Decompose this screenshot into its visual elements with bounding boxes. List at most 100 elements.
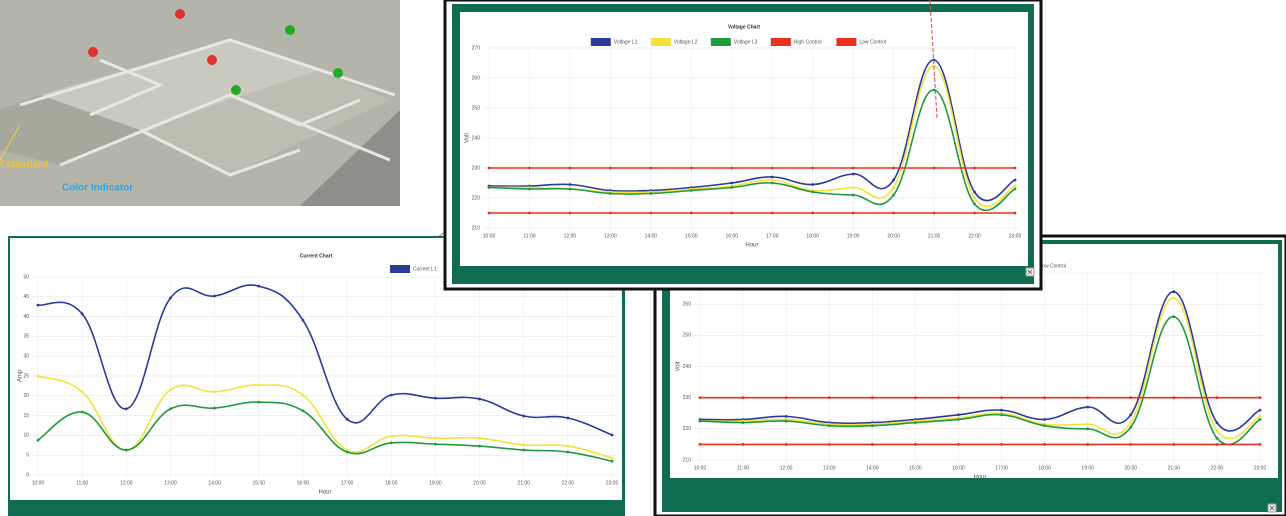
data-point <box>301 318 305 322</box>
data-point <box>698 396 702 400</box>
floorplan: f standard Color Indicator <box>0 0 400 206</box>
legend-swatch[interactable] <box>836 38 857 46</box>
data-point <box>169 407 172 411</box>
data-point <box>811 211 815 215</box>
data-point <box>257 400 261 404</box>
data-point <box>566 416 570 420</box>
data-point <box>301 409 305 413</box>
data-point <box>36 303 40 307</box>
data-point <box>689 189 693 192</box>
y-tick-label: 30 <box>23 354 29 360</box>
pointer <box>0 124 21 161</box>
x-tick-label: 19:00 <box>847 233 860 239</box>
data-point <box>1086 405 1090 409</box>
data-point <box>870 443 874 446</box>
data-point <box>1000 413 1003 417</box>
x-tick-label: 12:00 <box>780 465 793 471</box>
x-tick-label: 19:00 <box>429 480 442 486</box>
legend-label[interactable]: High Control <box>794 39 822 45</box>
data-point <box>730 181 734 185</box>
data-point <box>827 396 831 400</box>
data-point <box>528 187 531 191</box>
x-tick-label: 13:00 <box>604 233 617 239</box>
data-point <box>698 419 702 423</box>
chart-title: Voltage Chart <box>728 24 760 30</box>
legend-label[interactable]: Low Control <box>859 39 886 45</box>
legend-label[interactable]: Voltage L1 <box>614 39 638 45</box>
y-tick-label: 210 <box>472 225 481 231</box>
data-point <box>487 211 491 215</box>
close-icon[interactable] <box>1027 269 1033 275</box>
y-tick-label: 250 <box>683 333 692 339</box>
data-point <box>932 166 936 170</box>
data-point <box>1129 425 1133 429</box>
data-point <box>870 396 874 400</box>
y-tick-label: 45 <box>23 294 29 300</box>
x-tick-label: 21:00 <box>928 233 941 239</box>
data-point <box>608 211 612 215</box>
x-tick-label: 16:00 <box>297 480 310 486</box>
data-point <box>1258 414 1262 418</box>
x-tick-label: 13:00 <box>164 480 177 486</box>
data-point <box>913 421 917 424</box>
data-point <box>784 414 788 418</box>
data-point <box>730 211 734 215</box>
data-point <box>957 396 960 400</box>
y-tick-label: 20 <box>23 393 29 399</box>
legend-swatch[interactable] <box>390 265 410 273</box>
data-point <box>973 202 976 206</box>
data-point <box>811 190 815 194</box>
data-point <box>487 186 491 189</box>
data-point <box>608 192 612 195</box>
data-point <box>522 443 526 447</box>
x-tick-label: 12:00 <box>120 480 133 486</box>
x-tick-label: 13:00 <box>823 465 836 471</box>
x-tick-label: 11:00 <box>737 465 749 471</box>
legend-swatch[interactable] <box>710 38 731 46</box>
x-tick-label: 17:00 <box>995 465 1008 471</box>
data-point <box>566 450 570 454</box>
x-tick-label: 17:00 <box>341 480 354 486</box>
data-point <box>487 166 491 170</box>
status-dot <box>175 9 185 19</box>
data-point <box>784 419 788 423</box>
close-icon[interactable] <box>1269 505 1275 511</box>
y-tick-label: 240 <box>683 364 692 370</box>
legend-swatch[interactable] <box>770 38 791 46</box>
data-point <box>784 443 788 446</box>
data-point <box>1215 396 1219 400</box>
data-point <box>1086 422 1090 426</box>
data-point <box>1043 424 1047 428</box>
data-point <box>913 396 917 400</box>
legend-label[interactable]: Voltage L3 <box>734 39 758 45</box>
legend-label[interactable]: Current L1 <box>413 266 437 272</box>
floorplan-annotation: f standard <box>0 160 48 171</box>
data-point <box>689 211 693 215</box>
data-point <box>1258 443 1262 446</box>
data-point <box>741 396 745 400</box>
legend-swatch[interactable] <box>590 38 611 46</box>
x-tick-label: 22:00 <box>968 233 981 239</box>
data-point <box>478 397 481 401</box>
y-tick-label: 10 <box>23 433 29 439</box>
data-point <box>770 166 774 170</box>
status-dot <box>333 68 343 78</box>
chart-title: Current Chart <box>300 253 333 259</box>
data-point <box>124 448 128 452</box>
data-point <box>851 211 855 215</box>
data-point <box>80 410 84 414</box>
chart-current: 0 5 10 15 20 25 30 35 40 45 50 10:00 11:00 12:00 13:00… <box>8 236 625 516</box>
data-point <box>851 172 855 176</box>
x-tick-label: 15:00 <box>685 233 698 239</box>
data-point <box>892 193 896 197</box>
room <box>140 70 390 175</box>
legend-swatch[interactable] <box>650 38 671 46</box>
data-point <box>1172 443 1176 446</box>
legend-label[interactable]: Voltage L2 <box>674 39 698 45</box>
data-point <box>433 436 437 440</box>
y-tick-label: 210 <box>683 457 692 463</box>
data-point <box>892 186 896 189</box>
x-tick-label: 21:00 <box>1168 465 1181 471</box>
legend-label[interactable]: Low Control <box>1039 263 1066 269</box>
data-point <box>870 424 874 428</box>
